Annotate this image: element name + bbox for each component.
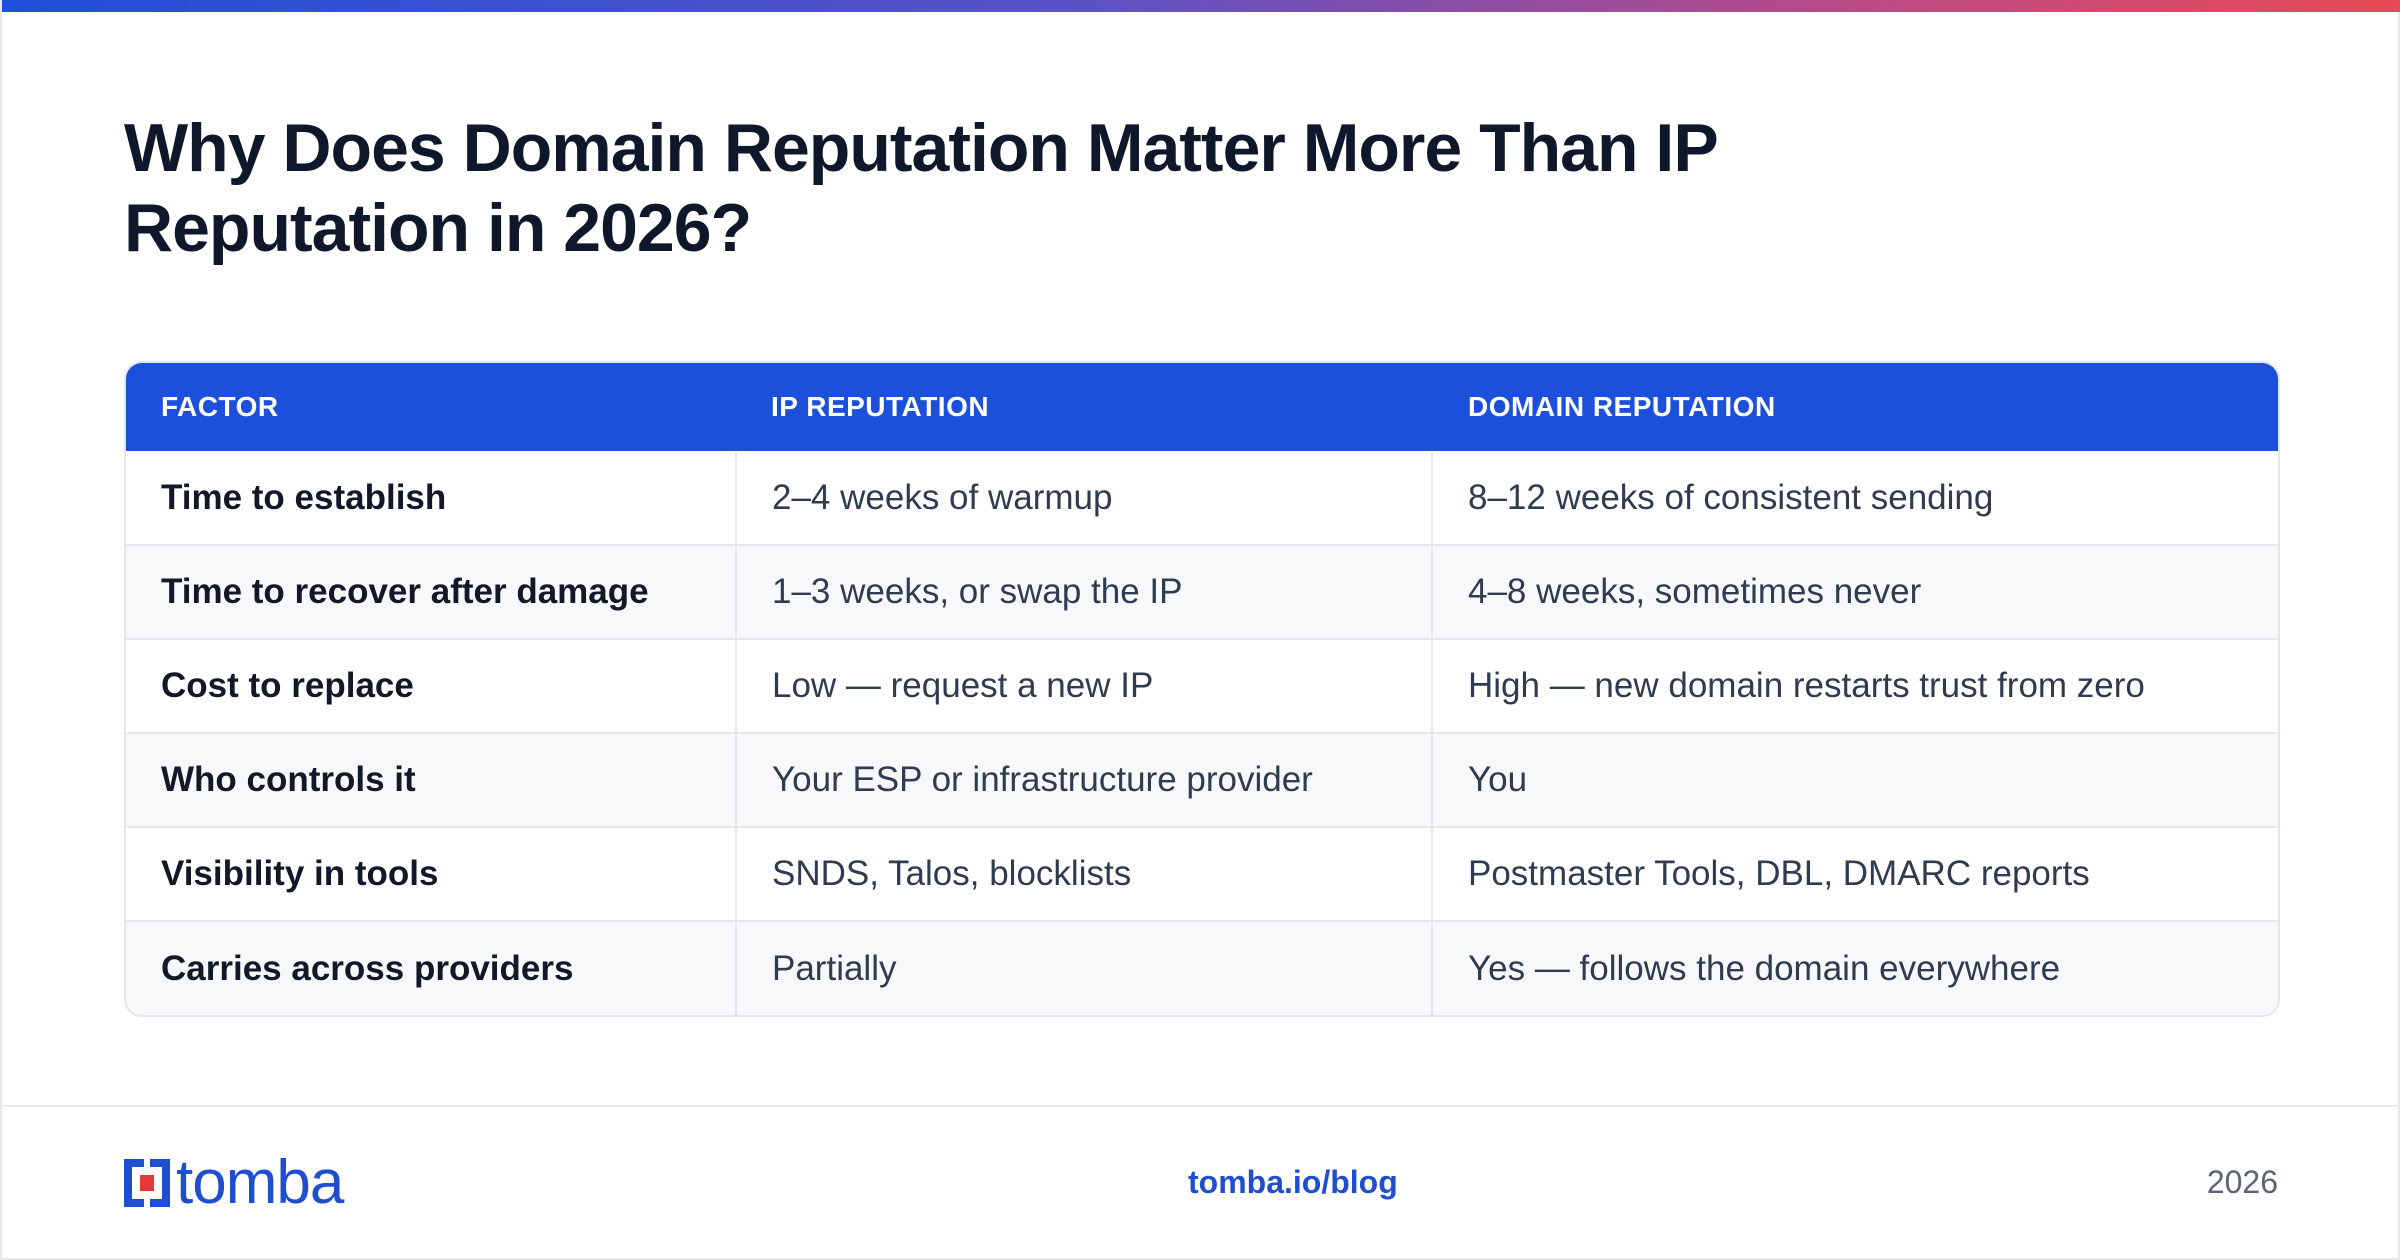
table-header-row: FACTOR IP REPUTATION DOMAIN REPUTATION [126, 363, 2278, 451]
ip-reputation-cell: SNDS, Talos, blocklists [735, 826, 1432, 921]
table-row: Carries across providers Partially Yes —… [126, 920, 2278, 1015]
factor-cell: Cost to replace [126, 638, 736, 733]
ip-reputation-cell: Low — request a new IP [735, 638, 1432, 733]
domain-reputation-cell: High — new domain restarts trust from ze… [1431, 638, 2278, 733]
table-row: Cost to replace Low — request a new IP H… [126, 638, 2278, 733]
table-row: Time to establish 2–4 weeks of warmup 8–… [126, 451, 2278, 545]
table-row: Time to recover after damage 1–3 weeks, … [126, 544, 2278, 639]
table-row: Visibility in tools SNDS, Talos, blockli… [126, 826, 2278, 921]
footer-year: 2026 [2206, 1164, 2278, 1200]
logo-wordmark: tomba [176, 1148, 344, 1217]
factor-cell: Carries across providers [126, 920, 736, 1015]
gradient-top-bar [2, 0, 2400, 12]
blog-link[interactable]: tomba.io/blog [1188, 1164, 1398, 1200]
comparison-table: FACTOR IP REPUTATION DOMAIN REPUTATION T… [124, 361, 2280, 1017]
tomba-logo[interactable]: tomba [124, 1148, 344, 1217]
factor-cell: Visibility in tools [126, 826, 736, 921]
ip-reputation-cell: 1–3 weeks, or swap the IP [735, 544, 1432, 639]
domain-reputation-cell: Yes — follows the domain everywhere [1431, 920, 2278, 1015]
column-header-ip-reputation: IP REPUTATION [771, 391, 990, 422]
ip-reputation-cell: Partially [735, 920, 1432, 1015]
page-title: Why Does Domain Reputation Matter More T… [124, 110, 1717, 266]
domain-reputation-cell: You [1431, 732, 2278, 827]
column-header-factor: FACTOR [161, 391, 279, 422]
domain-reputation-cell: Postmaster Tools, DBL, DMARC reports [1431, 826, 2278, 921]
footer-divider [2, 1105, 2400, 1107]
tomba-logo-icon [124, 1159, 170, 1207]
column-header-domain-reputation: DOMAIN REPUTATION [1468, 391, 1776, 422]
ip-reputation-cell: 2–4 weeks of warmup [735, 451, 1432, 545]
domain-reputation-cell: 4–8 weeks, sometimes never [1431, 544, 2278, 639]
domain-reputation-cell: 8–12 weeks of consistent sending [1431, 451, 2278, 545]
factor-cell: Who controls it [126, 732, 736, 827]
ip-reputation-cell: Your ESP or infrastructure provider [735, 732, 1432, 827]
table-row: Who controls it Your ESP or infrastructu… [126, 732, 2278, 827]
factor-cell: Time to establish [161, 477, 447, 517]
factor-cell: Time to recover after damage [126, 544, 736, 639]
